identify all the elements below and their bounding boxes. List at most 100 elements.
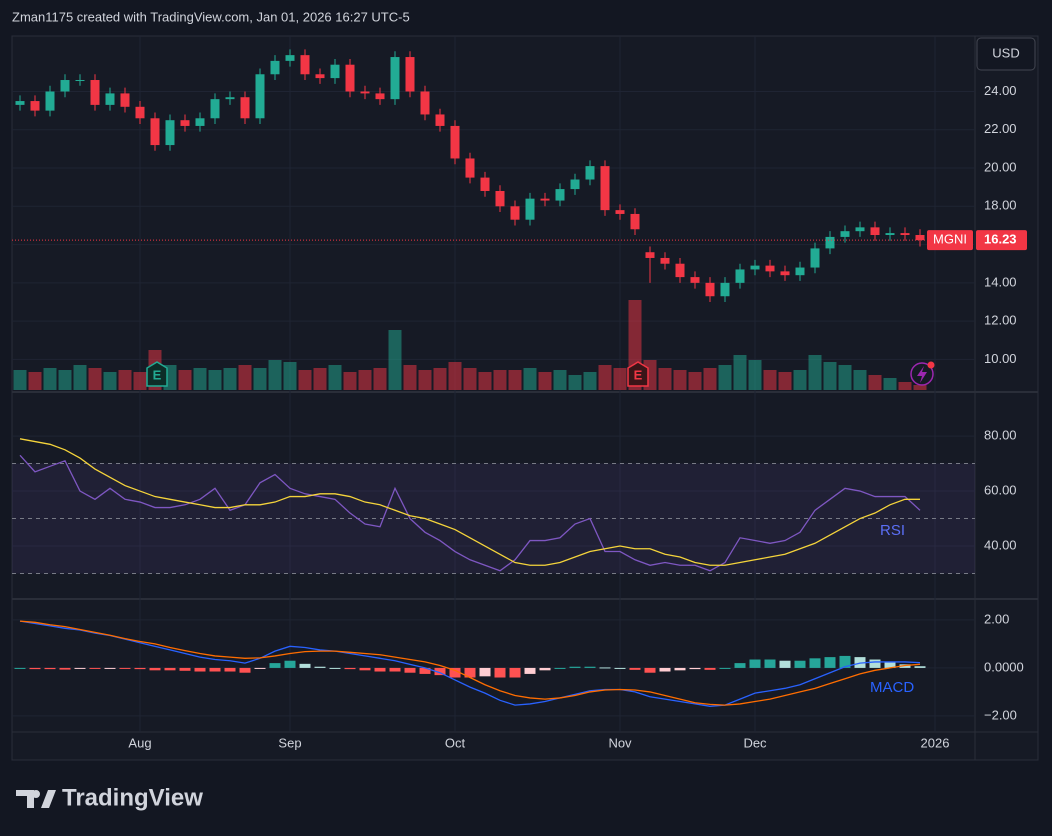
histogram-bar bbox=[254, 667, 266, 669]
candle-body bbox=[525, 198, 535, 220]
candle-body bbox=[810, 248, 820, 268]
candle-body bbox=[60, 80, 70, 92]
event-icon-bolt[interactable] bbox=[917, 366, 927, 383]
candle-body bbox=[315, 74, 325, 79]
volume-bar bbox=[178, 370, 192, 390]
x-tick-label: Sep bbox=[278, 735, 301, 750]
volume-bar bbox=[478, 372, 492, 390]
histogram-bar bbox=[269, 663, 281, 668]
x-tick-label: Aug bbox=[128, 735, 151, 750]
histogram-bar bbox=[839, 655, 851, 668]
candle-body bbox=[45, 91, 55, 111]
volume-bar bbox=[388, 330, 402, 390]
volume-bar bbox=[583, 372, 597, 390]
candle-body bbox=[30, 101, 40, 111]
volume-bar bbox=[43, 368, 57, 390]
candle-body bbox=[165, 120, 175, 146]
histogram-bar bbox=[764, 659, 776, 668]
histogram-bar bbox=[614, 667, 626, 669]
histogram-bar bbox=[404, 667, 416, 673]
histogram-bar bbox=[494, 667, 506, 678]
histogram-bar bbox=[134, 667, 146, 670]
y-tick-label: 80.00 bbox=[984, 428, 1017, 443]
y-tick-label: 22.00 bbox=[984, 121, 1017, 136]
histogram-bar bbox=[554, 667, 566, 669]
currency-label[interactable]: USD bbox=[992, 45, 1019, 60]
volume-bar bbox=[313, 368, 327, 390]
volume-bar bbox=[598, 365, 612, 390]
y-tick-label: 12.00 bbox=[984, 313, 1017, 328]
histogram-bar bbox=[869, 659, 881, 668]
candle-body bbox=[840, 231, 850, 237]
candle-body bbox=[450, 125, 460, 159]
candle-body bbox=[120, 93, 130, 107]
header-text: Zman1175 created with TradingView.com, J… bbox=[12, 9, 410, 24]
candle-body bbox=[240, 97, 250, 119]
volume-bar bbox=[838, 365, 852, 390]
volume-bar bbox=[238, 365, 252, 390]
earnings-letter[interactable]: E bbox=[634, 367, 643, 382]
volume-bar bbox=[103, 372, 117, 390]
earnings-marker[interactable]: E bbox=[146, 361, 168, 387]
candle-body bbox=[105, 93, 115, 105]
histogram-bar bbox=[314, 666, 326, 668]
series-line bbox=[19, 454, 921, 572]
logo: TradingView bbox=[16, 784, 203, 811]
histogram-bar bbox=[524, 667, 536, 674]
price-tag bbox=[976, 230, 1027, 251]
candle-body bbox=[330, 64, 340, 79]
histogram-bar bbox=[779, 660, 791, 668]
histogram-bar bbox=[809, 658, 821, 668]
candle-body bbox=[465, 158, 475, 178]
candle-body bbox=[510, 206, 520, 220]
volume-bar bbox=[268, 360, 282, 390]
y-tick-label: 0.0000 bbox=[984, 659, 1024, 674]
candle-body bbox=[435, 114, 445, 126]
candle-body bbox=[645, 252, 655, 258]
y-tick-label: 40.00 bbox=[984, 537, 1017, 552]
earnings-icon[interactable] bbox=[627, 361, 649, 387]
candle-body bbox=[660, 257, 670, 264]
volume-bar bbox=[418, 370, 432, 390]
candle-body bbox=[855, 227, 865, 232]
histogram-bar bbox=[449, 667, 461, 678]
volume-bar bbox=[283, 362, 297, 390]
histogram-bar bbox=[239, 667, 251, 673]
histogram-bar bbox=[374, 667, 386, 672]
volume-bar bbox=[253, 368, 267, 390]
x-tick-label: Oct bbox=[445, 735, 466, 750]
volume-bar bbox=[73, 365, 87, 390]
earnings-marker[interactable]: E bbox=[627, 361, 649, 387]
volume-bar bbox=[328, 365, 342, 390]
currency-button[interactable] bbox=[976, 37, 1036, 71]
volume-bar bbox=[568, 375, 582, 390]
histogram-bar bbox=[224, 667, 236, 672]
volume-bar bbox=[673, 370, 687, 390]
dividend-icon[interactable] bbox=[910, 361, 935, 386]
y-tick-label: 10.00 bbox=[984, 351, 1017, 366]
volume-bar bbox=[508, 370, 522, 390]
candle-body bbox=[900, 233, 910, 236]
histogram-bar bbox=[824, 657, 836, 668]
chart-area bbox=[11, 35, 1039, 761]
histogram-bar bbox=[209, 667, 221, 672]
candle-body bbox=[210, 99, 220, 119]
event-icon-ring[interactable] bbox=[910, 362, 934, 386]
volume-bar bbox=[88, 368, 102, 390]
candle-body bbox=[885, 233, 895, 236]
event-icon-dot[interactable] bbox=[927, 361, 935, 369]
candle-body bbox=[375, 93, 385, 100]
volume-bar bbox=[523, 368, 537, 390]
y-tick-label: 20.00 bbox=[984, 159, 1017, 174]
earnings-letter[interactable]: E bbox=[153, 367, 162, 382]
volume-bar bbox=[913, 385, 927, 390]
volume-bar bbox=[538, 372, 552, 390]
candle-body bbox=[90, 80, 100, 105]
histogram-bar bbox=[149, 667, 161, 671]
candle-body bbox=[915, 235, 925, 241]
symbol-tag bbox=[927, 230, 973, 251]
earnings-icon[interactable] bbox=[146, 361, 168, 387]
histogram-bar bbox=[164, 667, 176, 671]
histogram-bar bbox=[584, 666, 596, 668]
x-tick-label: Nov bbox=[608, 735, 632, 750]
